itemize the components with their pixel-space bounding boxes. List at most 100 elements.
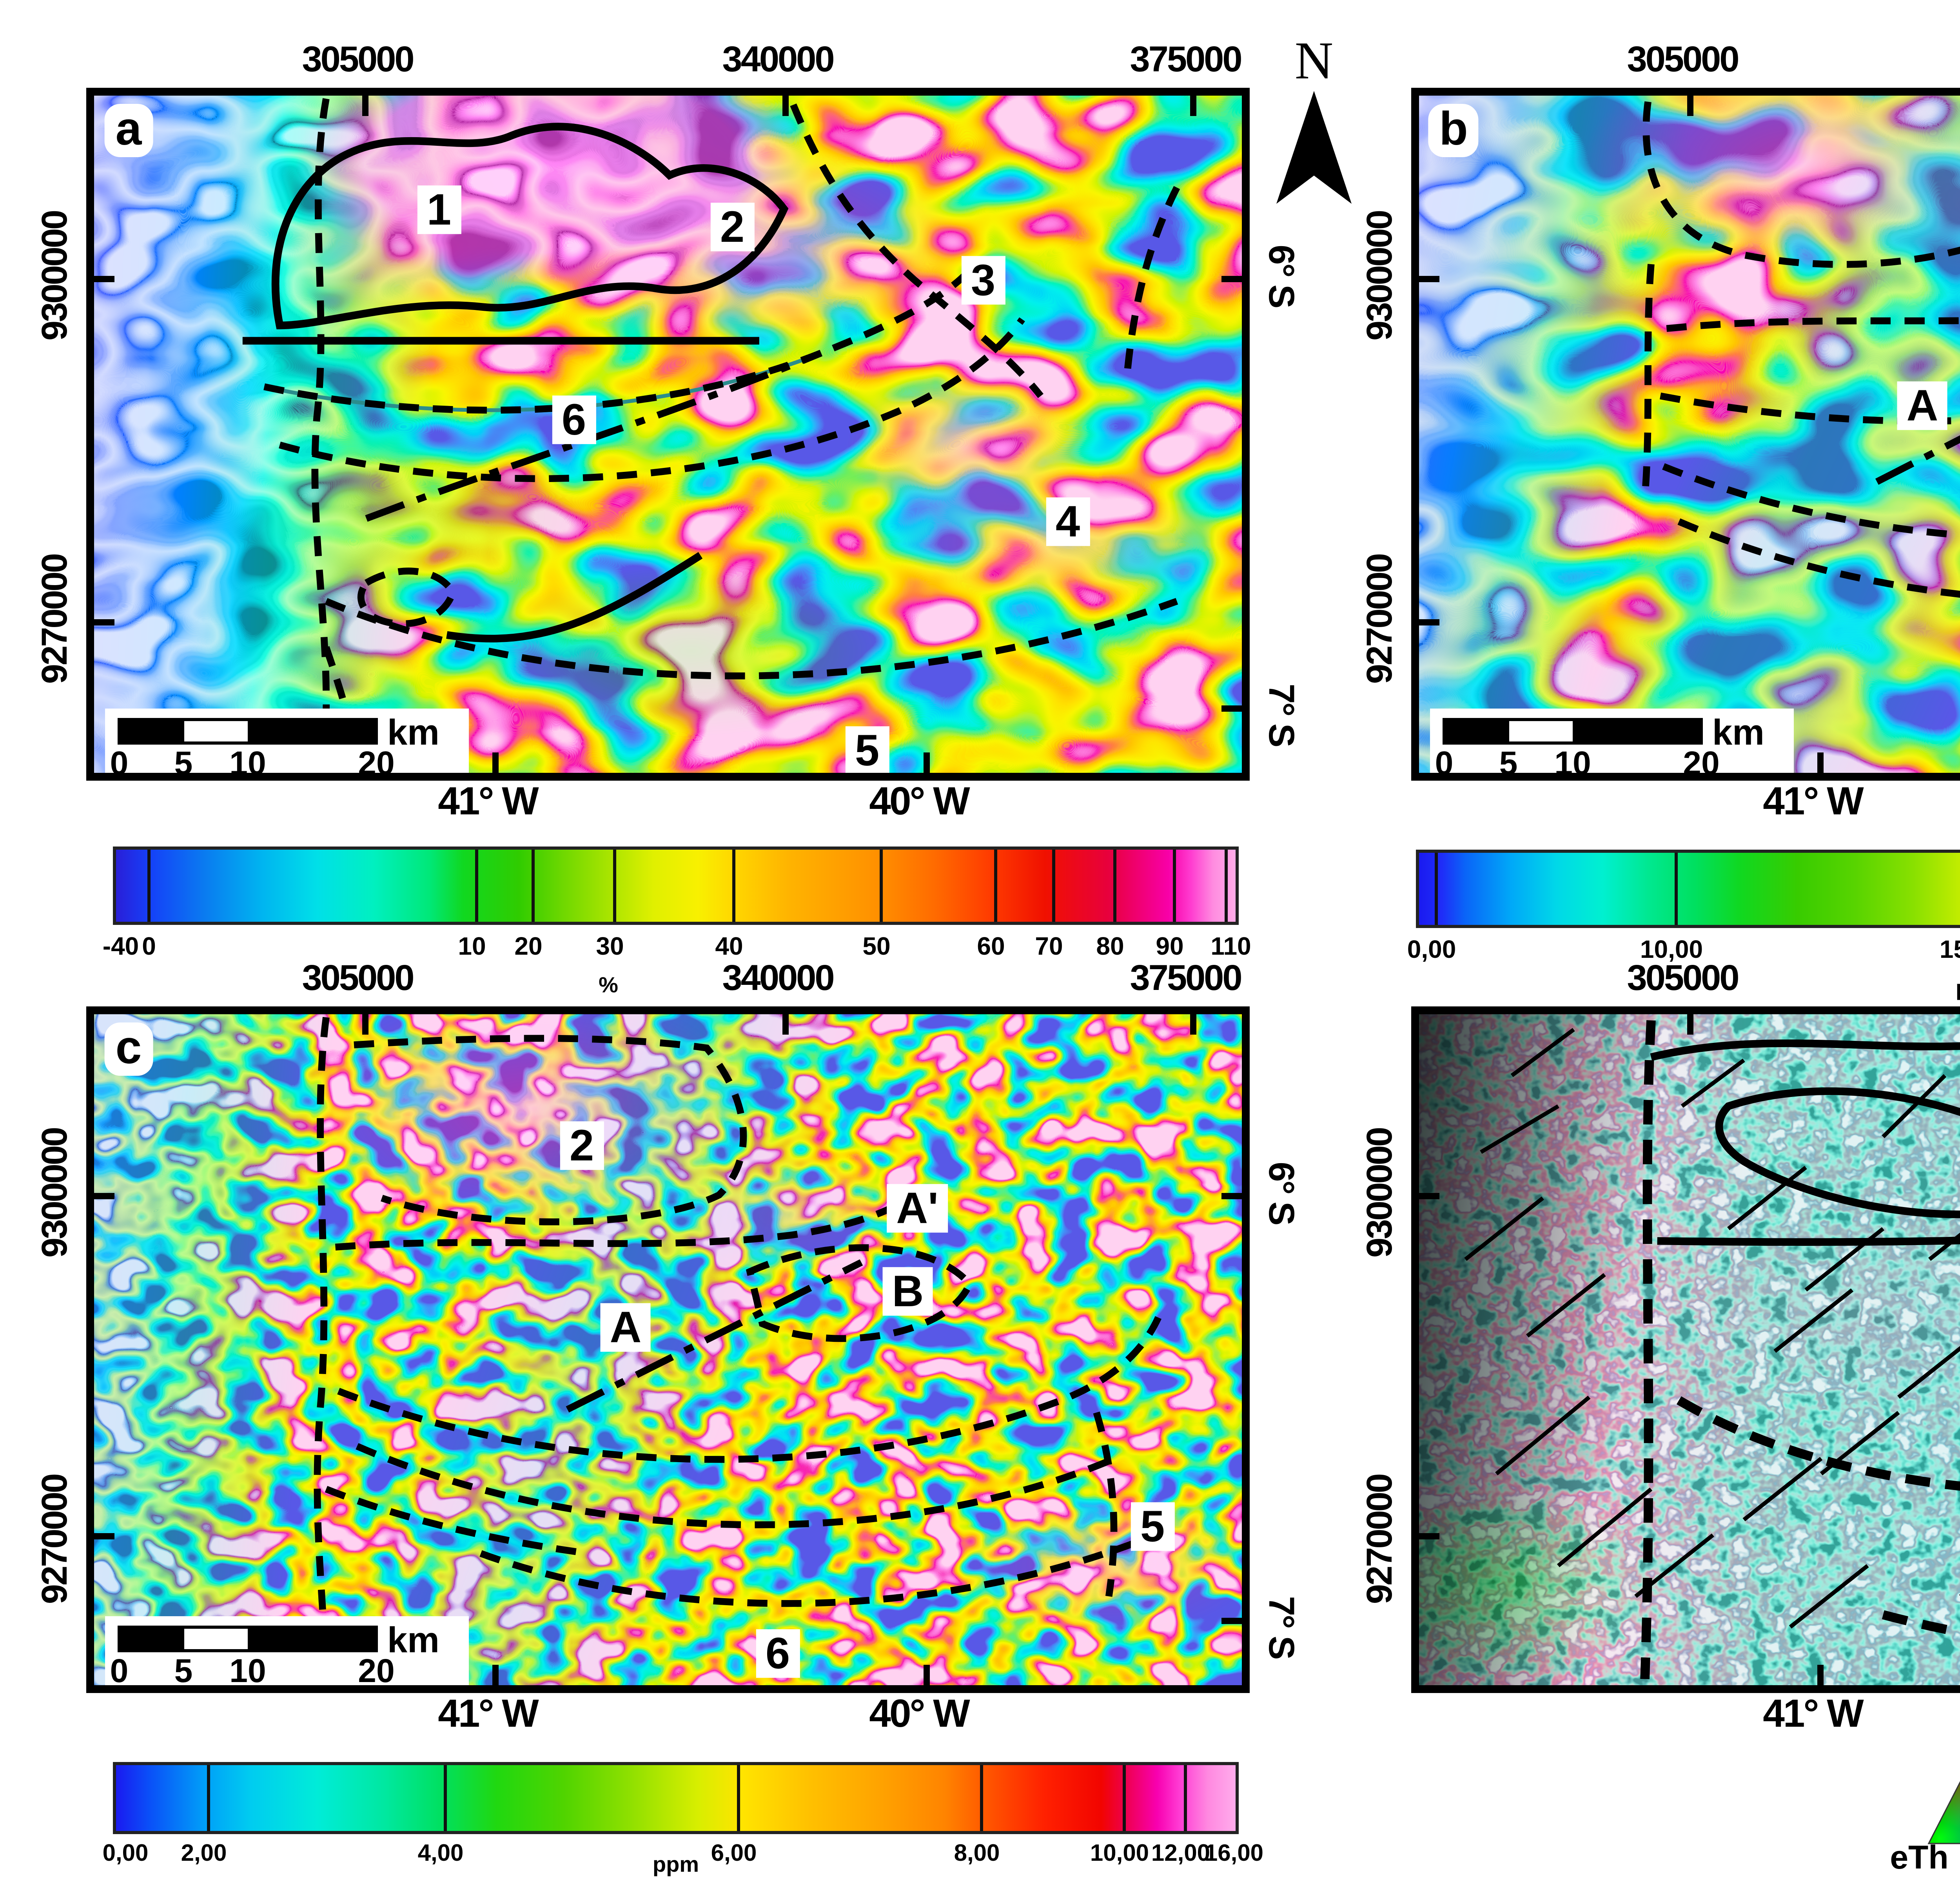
- colorbar-a-tick: 40: [715, 934, 743, 963]
- colorbar-a-tick: 50: [862, 934, 890, 963]
- scalebar-tick: 10: [229, 1654, 266, 1685]
- colorbar-c-tick: 12,00: [1151, 1840, 1210, 1867]
- scalebar-tick: 10: [229, 746, 266, 773]
- scalebar-tick: 5: [1499, 746, 1518, 773]
- axis-top-label: 305000: [302, 957, 413, 999]
- tick-mark: [1419, 1193, 1439, 1199]
- map-c-scalebar: 0 5 10 20 km: [105, 1616, 469, 1685]
- ternary-label-eth: eTh: [1890, 1840, 1948, 1878]
- map-panel-b: b A' B A 5 0 5 10 20 km: [1411, 88, 1960, 781]
- tick-mark: [1221, 705, 1242, 712]
- map-b-scalebar: 0 5 10 20 km: [1430, 709, 1794, 773]
- colorbar-a-tick: 70: [1035, 934, 1063, 963]
- axis-top-label: 375000: [1130, 38, 1241, 81]
- map-c-unit-label: 2: [560, 1121, 603, 1171]
- fault-lineaments: [1465, 1030, 1960, 1627]
- colorbar-a-tick: 30: [596, 934, 624, 963]
- north-label: N: [1295, 33, 1333, 92]
- map-a-unit-label: 5: [846, 726, 889, 773]
- panel-label-b: b: [1428, 104, 1479, 156]
- axis-bottom-label: 40° W: [869, 1692, 968, 1738]
- north-arrow-icon: [1276, 91, 1352, 207]
- map-b-boundaries-overlay: [1419, 96, 1960, 773]
- tick-mark: [94, 276, 114, 282]
- tick-mark: [1687, 1014, 1693, 1035]
- tick-mark: [1687, 96, 1693, 116]
- colorbar-a-tick: 80: [1096, 934, 1124, 963]
- scalebar-bar: [1443, 718, 1703, 745]
- colorbar-c-tick: 0,00: [103, 1840, 149, 1867]
- axis-top-label: 305000: [1627, 38, 1738, 81]
- colorbar-a-tick: 10: [458, 934, 486, 963]
- tick-mark: [1419, 1533, 1439, 1539]
- map-c-unit-label: A: [601, 1303, 651, 1352]
- map-b-raster: b A' B A 5 0 5 10 20 km: [1419, 96, 1960, 773]
- axis-bottom-label: 40° W: [869, 780, 968, 825]
- tick-mark: [362, 1014, 368, 1035]
- colorbar-b-tick: 10,00: [1640, 937, 1703, 966]
- map-panel-d: [1411, 1006, 1960, 1693]
- colorbar-c-tick: 6,00: [711, 1840, 757, 1867]
- map-c-raster: c 2 A' B A 5 6 0 5 10 20 km: [94, 1014, 1242, 1685]
- axis-bottom-label: 41° W: [438, 1692, 537, 1738]
- tick-mark: [782, 96, 789, 116]
- colorbar-a-tick: 20: [514, 934, 542, 963]
- map-b-unit-label: A: [1897, 381, 1948, 431]
- axis-right-label: 7° S: [1260, 1596, 1302, 1659]
- ternary-triangle: [1916, 1721, 1960, 1850]
- tick-mark: [1190, 1014, 1196, 1035]
- map-a-unit-label: 3: [962, 256, 1005, 305]
- colorbar-a: [113, 847, 1239, 925]
- axis-left-label: 9270000: [1359, 555, 1401, 684]
- scalebar-tick: 0: [1435, 746, 1454, 773]
- axis-bottom-label: 41° W: [1763, 780, 1862, 825]
- axis-top-label: 340000: [722, 38, 833, 81]
- axis-left-label: 9300000: [34, 211, 76, 341]
- axis-left-label: 9270000: [34, 555, 76, 684]
- tick-mark: [924, 1665, 930, 1685]
- tick-mark: [1221, 1618, 1242, 1624]
- tick-mark: [1221, 276, 1242, 282]
- map-a-scalebar: 0 5 10 20 km: [105, 709, 469, 773]
- tick-mark: [1221, 1193, 1242, 1199]
- tick-mark: [1817, 1665, 1824, 1685]
- colorbar-c-tick: 4,00: [418, 1840, 464, 1867]
- tick-mark: [1419, 619, 1439, 625]
- panel-label-a: a: [105, 104, 153, 156]
- scalebar-tick: 10: [1554, 746, 1591, 773]
- axis-top-label: 375000: [1130, 957, 1241, 999]
- colorbar-c-tick: 8,00: [954, 1840, 1000, 1867]
- scalebar-unit: km: [387, 1619, 439, 1662]
- map-c-unit-label: 5: [1131, 1502, 1174, 1552]
- map-panel-a: a 1 2 3 6 4 5 0 5 10 20 km: [86, 88, 1250, 781]
- colorbar-c-tick: 16,00: [1205, 1840, 1263, 1867]
- axis-top-label: 340000: [722, 957, 833, 999]
- colorbar-b-tick: 0,00: [1407, 937, 1456, 966]
- axis-bottom-label: 41° W: [1763, 1692, 1862, 1738]
- map-a-unit-label: 6: [552, 395, 595, 445]
- scalebar-tick: 0: [110, 746, 129, 773]
- map-c-boundaries-overlay: [94, 1014, 1242, 1685]
- axis-right-label: 6° S: [1260, 1162, 1302, 1224]
- tick-mark: [924, 752, 930, 773]
- map-panel-c: c 2 A' B A 5 6 0 5 10 20 km: [86, 1006, 1250, 1693]
- axis-left-label: 9300000: [34, 1128, 76, 1258]
- tick-mark: [782, 1014, 789, 1035]
- tick-mark: [362, 96, 368, 116]
- map-c-unit-label: A': [887, 1184, 948, 1233]
- axis-right-label: 7° S: [1260, 684, 1302, 746]
- scalebar-unit: km: [1712, 712, 1764, 754]
- scalebar-bar: [118, 718, 378, 745]
- tick-mark: [1190, 96, 1196, 116]
- colorbar-a-tick: 0: [142, 934, 156, 963]
- scalebar-unit: km: [387, 712, 439, 754]
- scalebar-tick: 5: [174, 746, 193, 773]
- axis-left-label: 9300000: [1359, 211, 1401, 341]
- map-a-raster: a 1 2 3 6 4 5 0 5 10 20 km: [94, 96, 1242, 773]
- tick-mark: [492, 752, 499, 773]
- colorbar-a-tick: 110: [1210, 934, 1251, 963]
- map-c-unit-label: 6: [756, 1629, 799, 1679]
- colorbar-a-tick: 90: [1156, 934, 1183, 963]
- tick-mark: [1419, 276, 1439, 282]
- panel-label-c: c: [105, 1022, 153, 1075]
